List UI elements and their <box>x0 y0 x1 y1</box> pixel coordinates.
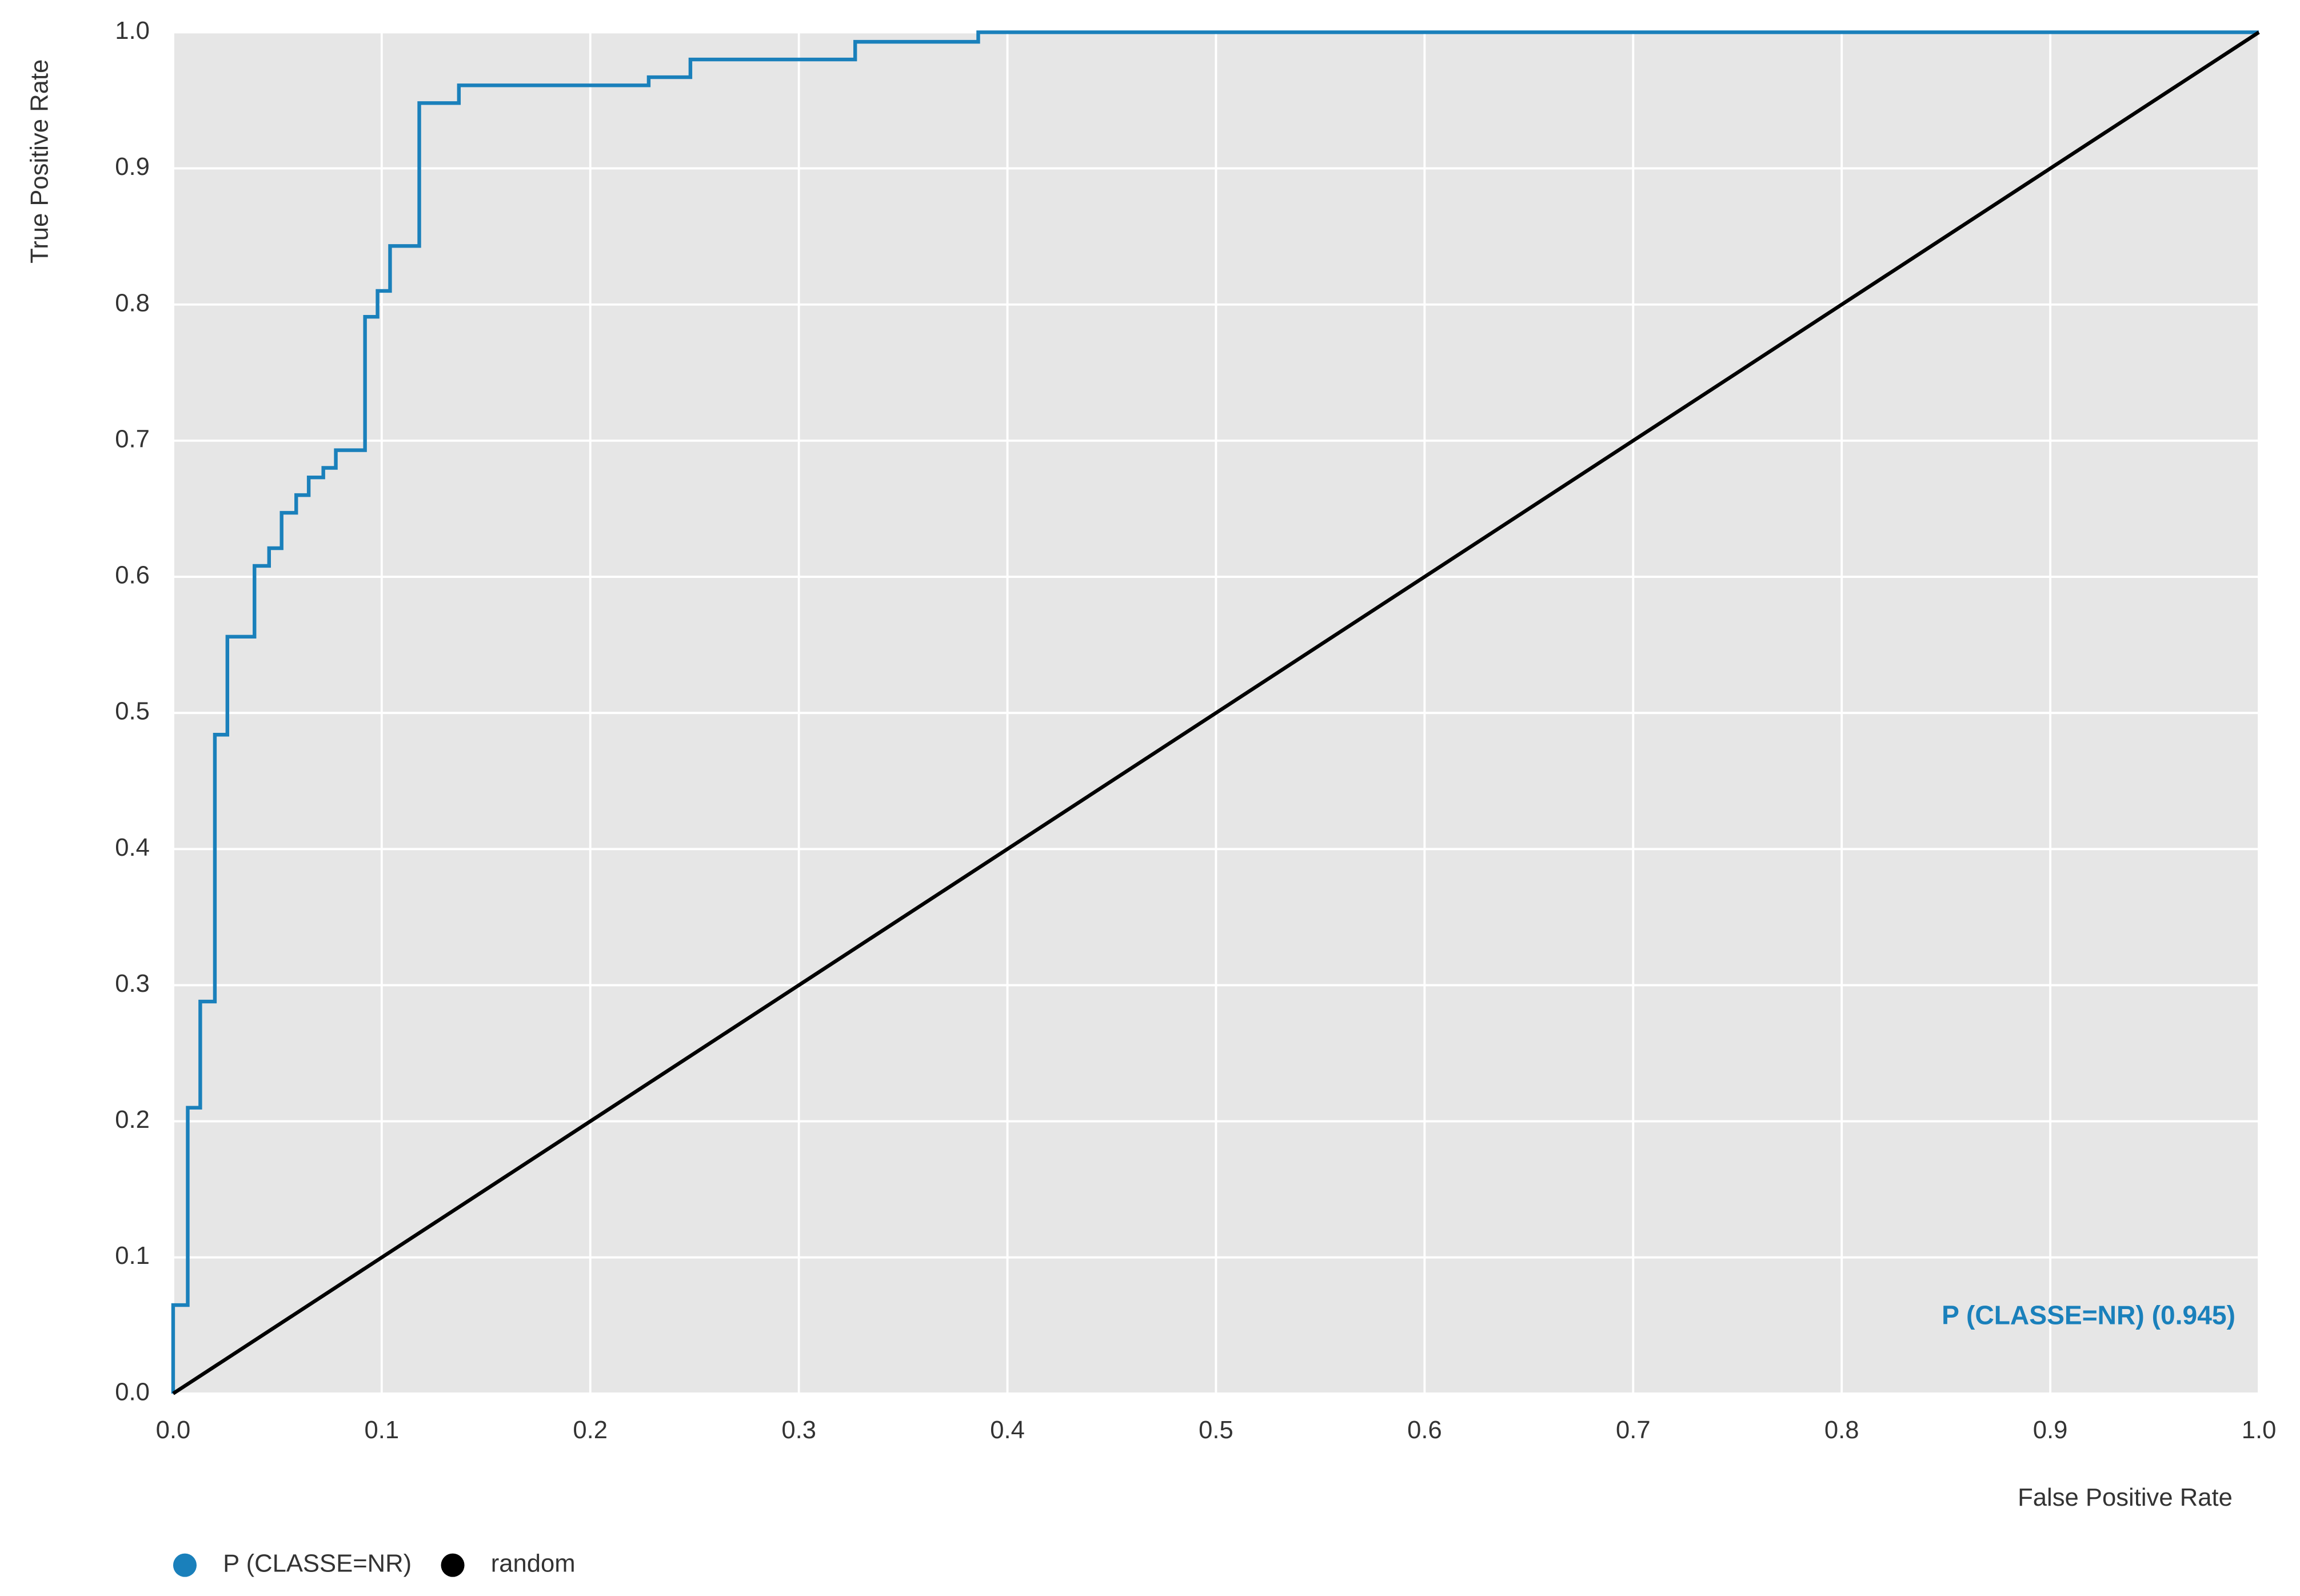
y-tick-label: 0.1 <box>115 1242 150 1270</box>
x-axis-label: False Positive Rate <box>2018 1484 2233 1511</box>
y-tick-label: 0.6 <box>115 562 150 589</box>
series-line <box>172 30 2260 1395</box>
legend-marker <box>441 1553 465 1577</box>
y-tick-label: 0.4 <box>115 834 150 861</box>
legend-label: random <box>491 1550 576 1578</box>
y-tick-label: 0.0 <box>115 1378 150 1406</box>
series-line <box>171 30 2259 1394</box>
y-tick-label: 0.9 <box>115 153 150 181</box>
x-tick-label: 0.8 <box>1824 1417 1859 1444</box>
y-tick-label: 0.8 <box>115 289 150 317</box>
x-tick-label: 0.5 <box>1199 1417 1233 1444</box>
x-tick-label: 0.2 <box>573 1417 608 1444</box>
x-tick-label: 0.3 <box>781 1417 816 1444</box>
y-axis-label: True Positive Rate <box>26 59 53 264</box>
y-tick-label: 0.7 <box>115 425 150 453</box>
x-tick-label: 0.6 <box>1407 1417 1442 1444</box>
x-tick-label: 1.0 <box>2242 1417 2277 1444</box>
x-tick-label: 0.4 <box>990 1417 1025 1444</box>
legend-label: P (CLASSE=NR) <box>223 1550 412 1578</box>
x-tick-label: 0.9 <box>2033 1417 2068 1444</box>
legend-marker <box>173 1553 197 1577</box>
x-tick-label: 0.7 <box>1616 1417 1651 1444</box>
annotation: P (CLASSE=NR) (0.945) <box>1942 1300 2235 1330</box>
y-tick-label: 0.2 <box>115 1106 150 1134</box>
x-tick-label: 0.1 <box>365 1417 400 1444</box>
y-tick-label: 1.0 <box>115 17 150 45</box>
y-tick-label: 0.5 <box>115 698 150 725</box>
y-tick-label: 0.3 <box>115 970 150 998</box>
x-tick-label: 0.0 <box>156 1417 191 1444</box>
